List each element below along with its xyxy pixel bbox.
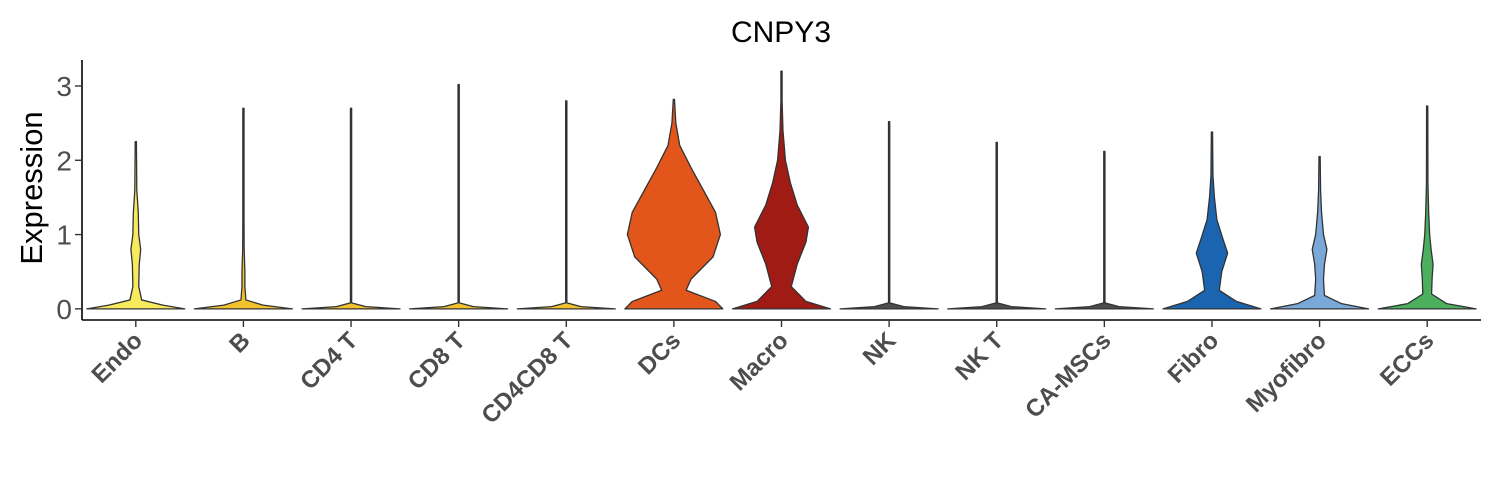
x-tick-label: Endo	[87, 327, 149, 389]
violin-eccs	[1377, 105, 1477, 310]
x-tick-label: Myofibro	[1241, 327, 1332, 418]
violin-fibro	[1162, 131, 1262, 310]
x-tick-label: NK	[858, 327, 902, 371]
x-tick-label: Macro	[725, 327, 794, 396]
x-tick-label: CD8 T	[403, 327, 471, 395]
violin-cd4-t	[301, 107, 401, 310]
x-tick-label: CA-MSCs	[1020, 327, 1116, 423]
x-tick-label: DCs	[633, 327, 686, 380]
x-tick-label: ECCs	[1375, 327, 1439, 391]
violin-endo	[86, 141, 186, 310]
violin-myofibro	[1269, 155, 1370, 310]
x-tick-label: CD4CD8 T	[476, 327, 578, 429]
violin-nk	[839, 121, 939, 310]
violin-nk-t	[947, 141, 1047, 310]
y-tick-label: 2	[56, 145, 72, 176]
y-tick-label: 3	[56, 71, 72, 102]
x-tick-label: B	[224, 327, 255, 358]
violin-cd8-t	[409, 83, 509, 310]
x-ticks: Endo B CD4 T CD8 T CD4CD8 T DCs Macro NK NK T CA-…	[87, 320, 1439, 429]
chart-title: CNPY3	[731, 16, 831, 49]
y-tick-label: 1	[56, 220, 72, 251]
x-tick-label: CD4 T	[295, 327, 363, 395]
violin-cd4cd8-t	[516, 100, 616, 310]
y-ticks: 0 1 2 3	[56, 71, 82, 325]
violin-layer	[86, 70, 1477, 310]
x-tick-label: NK T	[950, 327, 1009, 386]
violin-ca-mscs	[1054, 150, 1154, 310]
violin-b	[193, 107, 294, 310]
violin-dcs	[624, 98, 724, 310]
x-tick-label: Fibro	[1163, 327, 1225, 389]
y-tick-label: 0	[56, 294, 72, 325]
y-axis-label: Expression	[14, 111, 49, 264]
violin-macro	[731, 70, 832, 310]
